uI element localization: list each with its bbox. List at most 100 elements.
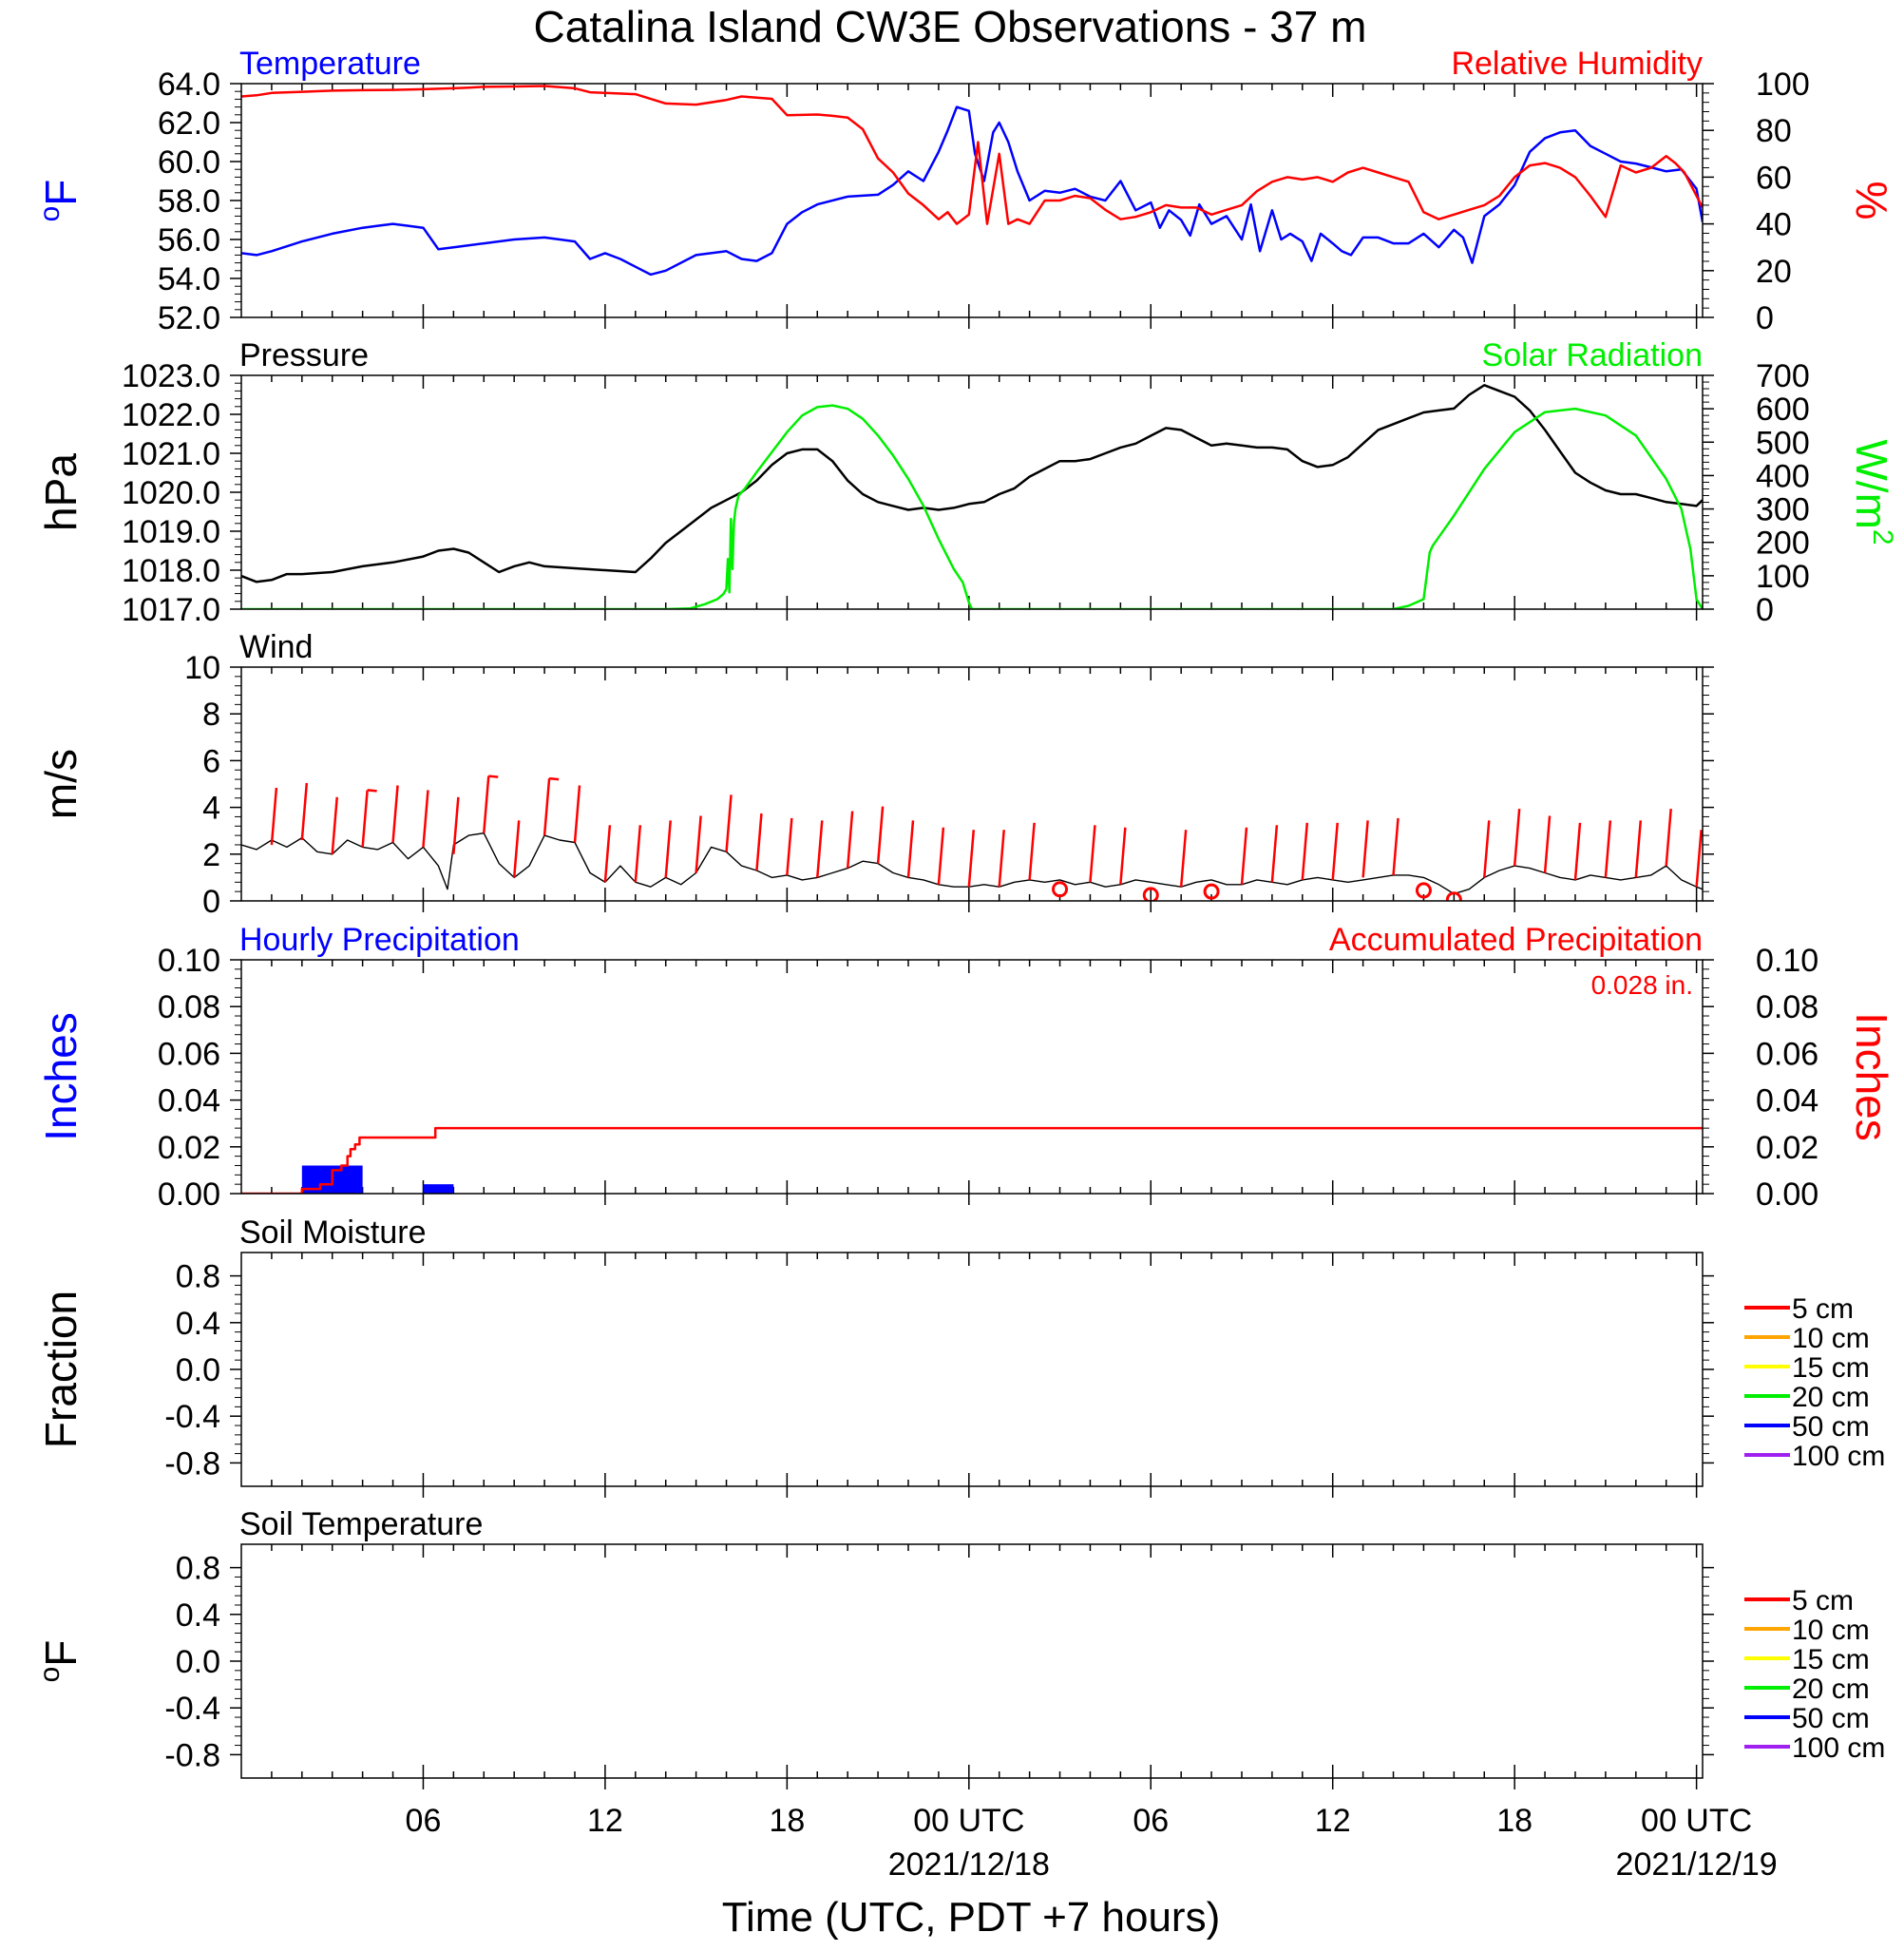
y-tick-label-right: 100 <box>1756 559 1810 595</box>
y-axis-label-left: oF <box>34 180 86 222</box>
panels: 52.054.056.058.060.062.064.0020406080100… <box>34 46 1898 1883</box>
y-axis-label-right: % <box>1847 182 1896 220</box>
wind-barb-staff <box>967 830 976 888</box>
y-tick-label-left: 1023.0 <box>122 358 220 394</box>
legend-label: 100 cm <box>1792 1732 1885 1764</box>
wind-barb-staff <box>573 785 581 843</box>
wind-barb-staff <box>1270 825 1279 883</box>
panel-title-left: Pressure <box>239 337 369 373</box>
wind-barb-staff <box>1573 822 1582 880</box>
y-tick-label-left: 6 <box>202 743 220 779</box>
plot-area <box>241 775 1703 901</box>
y-axis-label-left: m/s <box>36 749 86 819</box>
x-tick-label: 12 <box>587 1803 623 1839</box>
calm-wind-circle <box>1415 882 1432 899</box>
panel-title-right: Relative Humidity <box>1451 46 1703 82</box>
panel-title-left: Wind <box>239 629 313 665</box>
wind-barb-staff <box>846 811 854 869</box>
y-tick-label-right: 20 <box>1756 254 1792 290</box>
wind-barb-staff <box>1361 820 1369 878</box>
y-axis-label-left: Fraction <box>36 1291 86 1448</box>
y-tick-label-left: 1019.0 <box>122 514 220 550</box>
y-tick-label-left: 0.0 <box>176 1644 220 1680</box>
x-date-label: 2021/12/19 <box>1616 1846 1778 1883</box>
legend-label: 20 cm <box>1792 1382 1870 1413</box>
wind-barb-staff <box>1665 808 1672 867</box>
wind-barb-staff <box>300 782 309 841</box>
y-tick-label-left: 0 <box>202 884 220 920</box>
y-tick-label-left: 0.4 <box>176 1306 220 1342</box>
y-tick-label-left: 0.8 <box>176 1259 220 1295</box>
panel-frame <box>240 1543 1704 1779</box>
y-tick-label-right: 0.04 <box>1756 1083 1818 1119</box>
calm-wind-circle <box>1203 883 1220 900</box>
y-tick-label-right: 0 <box>1756 300 1774 336</box>
calm-wind-circle <box>1445 891 1462 901</box>
wind-barb-tick <box>488 775 499 778</box>
wind-barb-staff <box>1695 830 1703 888</box>
y-tick-label-left: 10 <box>184 650 220 686</box>
wind-barb-staff <box>1179 830 1188 888</box>
y-axis-label-left: Inches <box>36 1012 86 1141</box>
y-tick-label-right: 80 <box>1756 113 1792 149</box>
wind-barb-staff <box>1331 822 1339 880</box>
panel-temp_rh: 52.054.056.058.060.062.064.0 0 20 40 60 80 100… <box>34 46 1896 336</box>
wind-barb-staff <box>512 820 521 878</box>
y-tick-label-right: 200 <box>1756 526 1810 562</box>
wind-barb-staff <box>1089 825 1096 883</box>
legend-label: 5 cm <box>1792 1293 1854 1325</box>
figure-title: Catalina Island CW3E Observations - 37 m <box>534 2 1367 51</box>
y-tick-label-right: 0 <box>1756 592 1774 628</box>
x-tick-label: 06 <box>1133 1803 1169 1839</box>
wind-barb-staff <box>1301 822 1309 880</box>
y-axis-label-right: W/m2 <box>1847 439 1898 545</box>
y-tick-label-left: -0.4 <box>164 1399 220 1435</box>
y-tick-label-left: 2 <box>202 837 220 873</box>
wind-barb-staff <box>1392 817 1399 876</box>
panel-title-left: Soil Moisture <box>239 1215 427 1251</box>
y-tick-label-left: 56.0 <box>158 222 220 258</box>
panel-pressure_solar: 1017.01018.01019.01020.01021.01022.01023… <box>36 337 1898 628</box>
legend-label: 15 cm <box>1792 1352 1870 1384</box>
y-axis-label-right: Inches <box>1847 1012 1896 1141</box>
y-tick-label-left: 1022.0 <box>122 397 220 433</box>
panel-title-right: Solar Radiation <box>1482 337 1703 373</box>
panel-title-left: Hourly Precipitation <box>239 922 520 958</box>
y-tick-label-left: 0.04 <box>158 1083 220 1119</box>
wind-barb-staff <box>786 817 793 876</box>
y-tick-label-right: 700 <box>1756 358 1810 394</box>
y-tick-label-left: 64.0 <box>158 67 220 103</box>
precip-bar <box>423 1184 454 1194</box>
plot-area <box>241 1126 1703 1194</box>
legend-label: 15 cm <box>1792 1644 1870 1675</box>
wind-barb-staff <box>725 794 733 852</box>
panel-frame <box>240 1252 1704 1487</box>
accumulated-precip-line <box>241 1126 1703 1194</box>
y-tick-label-right: 100 <box>1756 67 1810 103</box>
wind-barb-staff <box>422 790 429 848</box>
y-tick-label-left: 0.0 <box>176 1352 220 1388</box>
y-tick-label-left: -0.4 <box>164 1691 220 1727</box>
wind-barb-staff <box>695 815 702 873</box>
wind-barb-staff <box>361 790 369 848</box>
wind-barb-staff <box>1483 820 1491 878</box>
wind-barb-staff <box>1543 815 1552 873</box>
temperature-line <box>241 105 1703 277</box>
panel-frame <box>240 83 1704 318</box>
wind-barb-staff <box>998 830 1005 888</box>
wind-barb-staff <box>1119 827 1127 885</box>
y-tick-label-left: 0.8 <box>176 1551 220 1587</box>
panel-title-left: Temperature <box>239 46 421 82</box>
panel-frame <box>240 959 1704 1195</box>
panel-frame <box>240 374 1704 610</box>
legend-label: 50 cm <box>1792 1411 1870 1443</box>
y-tick-label-right: 0.02 <box>1756 1130 1818 1166</box>
wind-barb-staff <box>816 820 824 878</box>
y-tick-label-left: 0.00 <box>158 1176 220 1213</box>
legend-label: 10 cm <box>1792 1615 1870 1646</box>
panel-soil_moisture: -0.8 -0.4 0.0 0.4 0.8 Soil Moisture Fraction 5 … <box>36 1215 1885 1498</box>
y-tick-label-left: 1018.0 <box>122 553 220 589</box>
y-tick-label-right: 60 <box>1756 160 1792 196</box>
x-tick-label: 00 UTC <box>1641 1803 1752 1839</box>
